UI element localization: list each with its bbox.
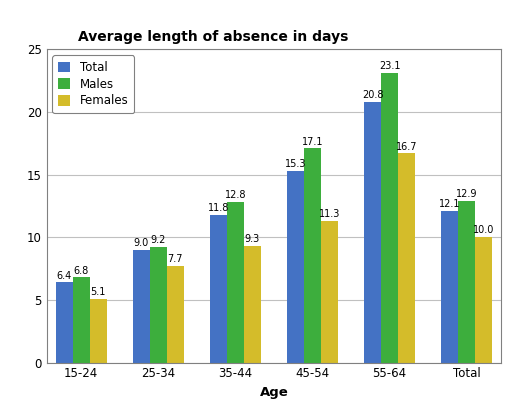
Text: 6.8: 6.8 — [73, 265, 89, 276]
Bar — [475, 237, 492, 363]
Bar — [73, 277, 90, 363]
Text: 10.0: 10.0 — [473, 225, 494, 235]
Text: 6.4: 6.4 — [57, 271, 72, 281]
X-axis label: Age: Age — [260, 386, 288, 399]
Text: 23.1: 23.1 — [379, 61, 401, 71]
Bar — [304, 148, 321, 363]
Bar — [150, 247, 167, 363]
Text: 9.0: 9.0 — [134, 238, 149, 248]
Bar — [398, 153, 415, 363]
Bar — [287, 171, 304, 363]
Bar — [442, 211, 458, 363]
Text: 12.1: 12.1 — [439, 199, 461, 209]
Bar — [90, 299, 107, 363]
Text: 11.8: 11.8 — [208, 203, 229, 213]
Text: 15.3: 15.3 — [285, 159, 307, 169]
Text: 12.9: 12.9 — [456, 189, 478, 199]
Text: 9.2: 9.2 — [150, 235, 166, 246]
Bar — [381, 73, 398, 363]
Bar — [458, 201, 475, 363]
Bar — [364, 102, 381, 363]
Bar — [244, 246, 261, 363]
Legend: Total, Males, Females: Total, Males, Females — [52, 55, 134, 113]
Text: 5.1: 5.1 — [90, 287, 106, 297]
Text: 20.8: 20.8 — [362, 90, 384, 100]
Text: 7.7: 7.7 — [168, 254, 183, 264]
Text: Average length of absence in days: Average length of absence in days — [79, 30, 349, 44]
Bar — [210, 215, 227, 363]
Text: 17.1: 17.1 — [302, 136, 323, 147]
Bar — [227, 202, 244, 363]
Bar — [321, 221, 338, 363]
Text: 9.3: 9.3 — [245, 234, 260, 244]
Text: 16.7: 16.7 — [396, 141, 417, 152]
Bar — [133, 250, 150, 363]
Text: 12.8: 12.8 — [225, 190, 246, 200]
Text: 11.3: 11.3 — [319, 209, 340, 219]
Bar — [56, 282, 73, 363]
Bar — [167, 266, 184, 363]
